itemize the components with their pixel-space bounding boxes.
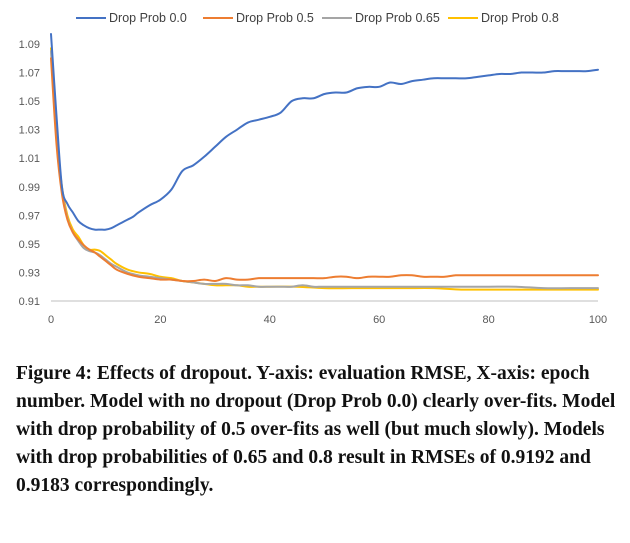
legend-label: Drop Prob 0.8	[481, 11, 559, 25]
legend-label: Drop Prob 0.5	[236, 11, 314, 25]
series-line-drop-prob-0-5	[50, 57, 599, 283]
y-tick-label: 0.93	[19, 267, 40, 279]
legend-item-drop-prob-0-8: Drop Prob 0.8	[448, 11, 559, 25]
legend-label: Drop Prob 0.65	[355, 11, 440, 25]
y-tick-label: 1.03	[19, 125, 40, 137]
y-tick-label: 0.91	[19, 296, 40, 308]
legend-item-drop-prob-0-0: Drop Prob 0.0	[76, 11, 187, 25]
x-tick-label: 20	[154, 314, 166, 326]
y-tick-label: 0.99	[19, 182, 40, 194]
x-tick-label: 0	[48, 314, 54, 326]
series-line-drop-prob-0-8	[50, 47, 599, 291]
figure-caption: Figure 4: Effects of dropout. Y-axis: ev…	[16, 363, 616, 496]
y-tick-label: 1.09	[19, 39, 40, 51]
legend-item-drop-prob-0-65: Drop Prob 0.65	[322, 11, 440, 25]
legend-label: Drop Prob 0.0	[109, 11, 187, 25]
x-tick-label: 80	[482, 314, 494, 326]
y-tick-label: 1.07	[19, 68, 40, 80]
x-tick-label: 40	[264, 314, 276, 326]
legend-item-drop-prob-0-5: Drop Prob 0.5	[203, 11, 314, 25]
series-lines	[50, 33, 599, 291]
x-tick-label: 60	[373, 314, 385, 326]
series-line-drop-prob-0-65	[50, 50, 599, 290]
y-tick-label: 1.01	[19, 153, 40, 165]
chart-legend: Drop Prob 0.0 Drop Prob 0.5 Drop Prob 0.65…	[76, 11, 559, 25]
y-tick-label: 0.97	[19, 210, 40, 222]
x-axis-tick-labels: 0 20 40 60 80 100	[48, 314, 607, 326]
x-tick-label: 100	[589, 314, 607, 326]
series-line-drop-prob-0-0	[50, 33, 599, 231]
y-tick-label: 0.95	[19, 239, 40, 251]
line-chart: Drop Prob 0.0 Drop Prob 0.5 Drop Prob 0.65…	[19, 11, 608, 326]
y-axis-tick-labels: 0.91 0.93 0.95 0.97 0.99 1.01 1.03 1.05 1.07 1.09	[19, 39, 40, 308]
y-tick-label: 1.05	[19, 96, 40, 108]
